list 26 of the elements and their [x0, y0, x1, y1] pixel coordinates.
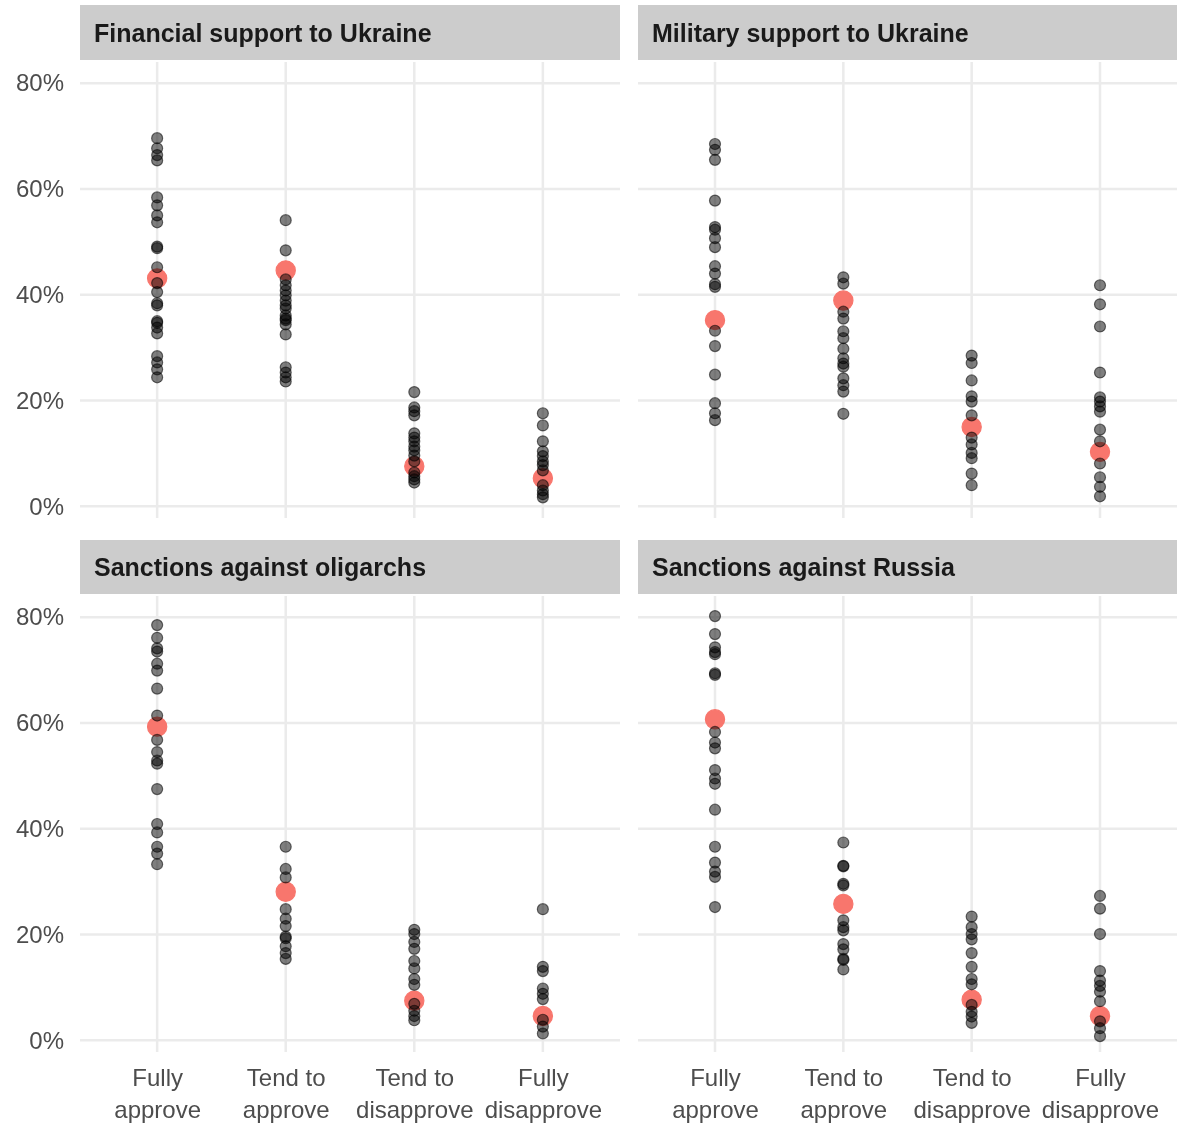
y-tick-label: 20% [15, 386, 64, 414]
x-tick-label: Fully disapprove [1041, 1064, 1160, 1124]
x-tick-label: Fully approve [114, 1064, 202, 1124]
x-tick-label: Tend to disapprove [913, 1064, 1031, 1124]
x-tick-label: Fully approve [672, 1064, 759, 1124]
chart-title: Financial support to Ukraine [94, 18, 432, 47]
point [275, 260, 296, 281]
x-tick-label: Fully disapprove [484, 1064, 603, 1124]
y-tick-label: 80% [15, 603, 64, 631]
y-tick-label: 60% [15, 175, 64, 203]
chart-title: Military support to Ukraine [652, 18, 969, 47]
y-tick-label: 80% [15, 69, 64, 97]
y-tick-label: 40% [15, 280, 64, 308]
y-tick-label: 60% [15, 709, 64, 737]
point [146, 268, 168, 289]
point [404, 455, 425, 477]
x-tick-label: Tend to disapprove [356, 1064, 474, 1124]
chart-title: Sanctions against Russia [652, 553, 956, 581]
point [532, 468, 554, 489]
x-tick-label: Tend to approve [242, 1064, 330, 1124]
y-tick-label: 20% [15, 920, 64, 948]
y-tick-label: 40% [15, 814, 64, 842]
x-tick-label: Tend to approve [800, 1064, 888, 1124]
chart-title: Sanctions against oligarchs [94, 553, 427, 581]
y-tick-label: 0% [29, 1026, 64, 1054]
y-tick-label: 0% [29, 492, 64, 520]
